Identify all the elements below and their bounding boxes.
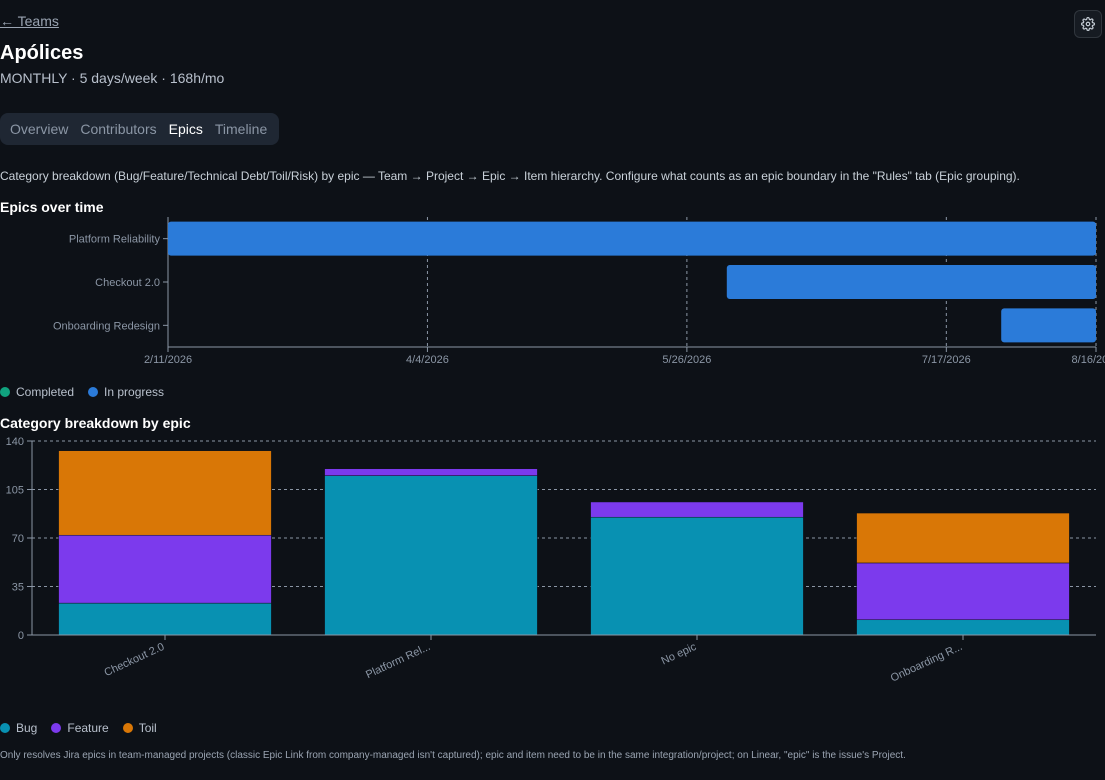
legend-feature: Feature <box>51 721 109 735</box>
legend-in-progress: In progress <box>88 385 164 399</box>
epics-timeline-chart: 2/11/2026 4/4/2026 5/26/2026 7/17/2026 8/16/… <box>53 217 1105 364</box>
legend-bug-label: Bug <box>16 721 38 735</box>
gantt-x-tick-label: 5/26/2026 <box>662 354 711 364</box>
bar-y-tick-label: 35 <box>12 582 24 594</box>
bar-onboarding-r-feature <box>856 562 1070 621</box>
page-title: Apólices <box>0 42 84 64</box>
back-to-teams-link[interactable]: ← Teams <box>0 13 59 29</box>
bar-x-tick-label: Checkout 2.0 <box>102 641 166 679</box>
bar-y-tick-label: 70 <box>12 533 24 545</box>
bar-no-epic-bug <box>590 516 804 636</box>
gantt-label-onboarding-redesign: Onboarding Redesign <box>53 320 160 332</box>
category-breakdown-chart: 0 35 70 105 140 Checkout 2.0 Platform Rel... No… <box>6 436 1096 685</box>
bar-onboarding-r-bug <box>856 619 1070 636</box>
tab-overview[interactable]: Overview <box>10 121 69 137</box>
bar-checkout-2-0-feature <box>58 534 272 604</box>
gantt-label-platform-reliability: Platform Reliability <box>69 234 161 246</box>
gantt-x-tick-label: 7/17/2026 <box>922 354 971 364</box>
bar-y-tick-label: 105 <box>6 485 24 497</box>
completed-swatch <box>0 387 10 397</box>
gantt-bar-checkout-2-0 <box>726 265 1096 299</box>
gantt-bar-onboarding-redesign <box>1001 308 1096 343</box>
settings-button[interactable] <box>1074 10 1102 38</box>
legend-feature-label: Feature <box>67 721 109 735</box>
gantt-x-tick-label: 2/11/2026 <box>144 354 192 364</box>
bar-y-tick-label: 140 <box>6 436 24 448</box>
tab-timeline[interactable]: Timeline <box>214 121 268 137</box>
tab-contributors[interactable]: Contributors <box>80 121 157 137</box>
bar-platform-rel-bug <box>324 475 538 636</box>
legend-bug: Bug <box>0 721 37 735</box>
gear-icon <box>1081 17 1095 31</box>
bar-no-epic-feature <box>590 501 804 518</box>
category-legend: Bug Feature Toil <box>0 721 171 735</box>
legend-toil: Toil <box>122 721 157 735</box>
legend-completed-label: Completed <box>16 385 75 399</box>
bar-platform-rel-feature <box>324 468 538 476</box>
bar-x-tick-label: Onboarding R... <box>889 641 964 685</box>
tab-bar: Overview Contributors Epics Timeline <box>0 113 280 145</box>
legend-toil-label: Toil <box>138 721 157 735</box>
gantt-label-checkout-2-0: Checkout 2.0 <box>95 277 160 289</box>
bar-y-tick-label: 0 <box>18 630 24 642</box>
tab-epics[interactable]: Epics <box>168 121 203 137</box>
bar-checkout-2-0-bug <box>58 602 272 636</box>
bar-onboarding-r-toil <box>856 512 1070 564</box>
category-breakdown-title: Category breakdown by epic <box>0 415 191 431</box>
in-progress-swatch <box>88 387 99 397</box>
bar-x-tick-label: No epic <box>659 641 698 668</box>
gantt-x-tick-label: 4/4/2026 <box>406 354 449 364</box>
bar-x-tick-label: Platform Rel... <box>364 641 432 681</box>
bug-swatch <box>0 723 10 733</box>
feature-swatch <box>51 723 62 733</box>
epics-over-time-title: Epics over time <box>0 199 104 215</box>
legend-in-progress-label: In progress <box>104 385 165 399</box>
toil-swatch <box>122 723 133 733</box>
gantt-bar-platform-reliability <box>168 221 1096 256</box>
footnote: Only resolves Jira epics in team-managed… <box>0 750 906 761</box>
gantt-x-tick-label: 8/16/2026 <box>1072 354 1105 364</box>
page-subtitle: MONTHLY · 5 days/week · 168h/mo <box>0 70 225 86</box>
bar-checkout-2-0-toil <box>58 450 272 536</box>
timeline-legend: Completed In progress <box>0 385 178 399</box>
legend-completed: Completed <box>0 385 74 399</box>
epics-description: Category breakdown (Bug/Feature/Technica… <box>0 169 1020 183</box>
